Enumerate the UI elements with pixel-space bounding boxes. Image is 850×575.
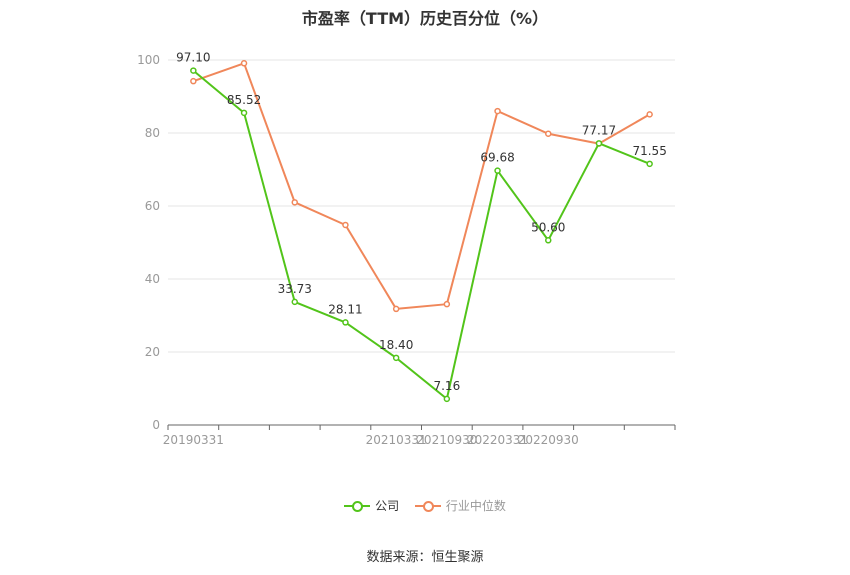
data-label-company-5: 7.16 <box>433 379 460 393</box>
data-label-company-7: 50.60 <box>531 220 565 234</box>
data-point-company-7[interactable] <box>545 237 552 244</box>
legend-label-industry-median: 行业中位数 <box>445 499 506 513</box>
chart-title: 市盈率（TTM）历史百分位（%） <box>301 9 549 28</box>
data-label-company-3: 28.11 <box>328 302 362 316</box>
data-point-industry-median-1[interactable] <box>240 60 248 67</box>
x-tick-label-20210930: 20210930 <box>416 433 477 447</box>
y-tick-label-20: 20 <box>145 345 160 359</box>
data-point-company-8[interactable] <box>595 140 603 147</box>
legend-label-company: 公司 <box>375 499 400 513</box>
data-point-industry-median-2[interactable] <box>291 199 298 206</box>
data-label-company-8: 77.17 <box>582 123 616 137</box>
grid-lines <box>168 59 675 353</box>
data-label-company-1: 85.52 <box>227 93 261 107</box>
data-point-company-0[interactable] <box>190 67 197 74</box>
y-tick-label-0: 0 <box>152 418 160 432</box>
data-point-company-9[interactable] <box>646 160 653 168</box>
data-label-company-9: 71.55 <box>632 144 666 158</box>
x-tick-label-20220331: 20220331 <box>467 433 528 447</box>
data-point-company-2[interactable] <box>291 298 298 306</box>
data-point-company-3[interactable] <box>342 319 349 326</box>
x-tick-label-20190331: 20190331 <box>163 433 224 447</box>
data-point-industry-median-7[interactable] <box>545 130 552 137</box>
data-label-company-2: 33.73 <box>278 282 312 296</box>
data-point-industry-median-5[interactable] <box>443 300 451 308</box>
legend-marker-industry-median <box>414 499 441 513</box>
legend-item-company[interactable]: 公司 <box>344 497 399 514</box>
data-label-company-4: 18.40 <box>379 338 413 352</box>
data-point-industry-median-6[interactable] <box>494 107 501 115</box>
data-point-company-5[interactable] <box>443 395 451 403</box>
y-tick-label-80: 80 <box>145 126 160 140</box>
data-point-company-1[interactable] <box>240 109 248 117</box>
y-tick-label-40: 40 <box>145 272 160 286</box>
legend-item-industry-median[interactable]: 行业中位数 <box>414 497 506 514</box>
series-lines <box>190 60 653 403</box>
x-tick-label-20210331: 20210331 <box>366 433 427 447</box>
data-point-company-4[interactable] <box>392 354 400 362</box>
series-line-industry-median <box>193 62 651 310</box>
data-point-industry-median-0[interactable] <box>190 77 197 85</box>
y-tick-label-100: 100 <box>137 53 160 67</box>
data-point-company-6[interactable] <box>494 167 501 174</box>
data-point-industry-median-3[interactable] <box>342 221 349 229</box>
data-label-company-6: 69.68 <box>480 151 514 165</box>
y-tick-label-60: 60 <box>145 199 160 213</box>
series-line-company <box>192 69 651 400</box>
data-label-company-0: 97.10 <box>176 51 210 65</box>
x-tick-label-20220930: 20220930 <box>518 433 579 447</box>
data-labels: 97.10 85.52 33.73 28.11 18.40 7.16 69.68 50.60 7… <box>176 51 667 393</box>
data-point-industry-median-9[interactable] <box>646 111 653 118</box>
legend-marker-company <box>344 499 371 513</box>
data-source-note: 数据来源：恒生聚源 <box>366 550 484 565</box>
data-point-industry-median-4[interactable] <box>392 305 400 313</box>
legend: 公司 行业中位数 <box>0 497 850 516</box>
